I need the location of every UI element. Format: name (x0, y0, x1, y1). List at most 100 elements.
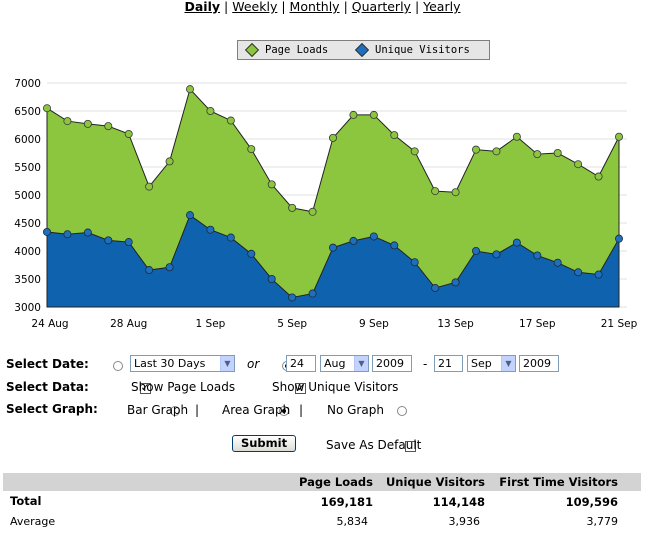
y-tick-label: 6000 (14, 134, 41, 146)
period-nav: Daily | Weekly | Monthly | Quarterly | Y… (0, 0, 645, 14)
no-graph-label: No Graph (327, 403, 384, 417)
from-year-input[interactable]: 2009 (372, 355, 412, 372)
average-first-time-visitors: 3,779 (586, 515, 619, 528)
save-as-default-label: Save As Default (326, 438, 422, 452)
chart-legend: Page Loads Unique Visitors (237, 40, 490, 60)
nav-separator: | (414, 0, 420, 14)
page-loads-point (63, 117, 72, 126)
from-day-input[interactable]: 24 (286, 355, 316, 372)
page-loads-point (553, 149, 562, 158)
chevron-down-icon: ▼ (354, 356, 368, 371)
average-unique-visitors: 3,936 (448, 515, 481, 528)
to-month-value: Sep (471, 357, 492, 370)
unique-visitors-point (308, 289, 317, 298)
y-tick-label: 4500 (14, 218, 41, 230)
submit-button[interactable]: Submit (232, 435, 296, 452)
unique-visitors-point (267, 274, 276, 283)
show-page-loads-checkbox[interactable] (139, 381, 151, 395)
or-label: or (247, 357, 260, 371)
unique-visitors-point (492, 250, 501, 259)
no-graph-radio[interactable] (396, 405, 407, 416)
page-loads-point (165, 157, 174, 166)
unique-visitors-point (145, 266, 154, 275)
unique-visitors-point (43, 227, 52, 236)
stats-table-header (3, 473, 641, 491)
unique-visitors-point (553, 258, 562, 267)
to-day-input[interactable]: 21 (434, 355, 463, 372)
page-loads-point (185, 85, 194, 94)
page-loads-point (288, 203, 297, 212)
nav-weekly[interactable]: Weekly (232, 0, 278, 14)
unique-visitors-point (512, 238, 521, 247)
save-as-default-checkbox[interactable] (404, 441, 416, 452)
legend-page-loads-marker-icon (244, 42, 260, 58)
unique-visitors-point (410, 258, 419, 267)
select-date-label: Select Date: (6, 357, 89, 371)
to-year-input[interactable]: 2009 (519, 355, 559, 372)
unique-visitors-point (471, 246, 480, 255)
to-month-select[interactable]: Sep ▼ (467, 355, 516, 372)
nav-separator: | (224, 0, 229, 14)
nav-quarterly[interactable]: Quarterly (351, 0, 411, 14)
page-loads-point (328, 133, 337, 142)
y-tick-label: 5500 (14, 162, 41, 174)
average-page-loads: 5,834 (336, 515, 369, 528)
select-graph-label: Select Graph: (6, 402, 98, 416)
graph-separator: | (299, 403, 304, 417)
area-chart: 3000 3500 4000 4500 5000 5500 6000 6500 7000 24 A… (14, 78, 638, 330)
page-loads-point (308, 207, 317, 216)
nav-separator: | (281, 0, 286, 14)
unique-visitors-point (369, 232, 378, 241)
show-unique-visitors-checkbox[interactable] (295, 381, 307, 395)
y-tick-label: 3000 (14, 302, 41, 314)
nav-daily[interactable]: Daily (184, 0, 221, 14)
legend-unique-visitors: Unique Visitors (354, 42, 470, 58)
page-loads-point (145, 182, 154, 191)
page-loads-point (124, 129, 133, 138)
page-loads-point (615, 132, 624, 141)
unique-visitors-point (63, 230, 72, 239)
x-tick-label: 24 Aug (31, 318, 68, 330)
x-tick-label: 21 Sep (601, 318, 638, 330)
nav-monthly[interactable]: Monthly (289, 0, 340, 14)
col-header-unique-visitors: Unique Visitors (385, 475, 485, 489)
date-dash: - (423, 357, 428, 371)
from-month-select[interactable]: Aug ▼ (320, 355, 369, 372)
chevron-down-icon: ▼ (220, 356, 234, 371)
legend-page-loads: Page Loads (244, 42, 328, 58)
unique-visitors-point (83, 228, 92, 237)
x-tick-label: 13 Sep (437, 318, 474, 330)
page-loads-point (267, 180, 276, 189)
unique-visitors-point (574, 268, 583, 277)
chevron-down-icon: ▼ (501, 356, 515, 371)
legend-unique-visitors-label: Unique Visitors (375, 44, 470, 56)
average-row-label: Average (10, 515, 56, 528)
unique-visitors-point (226, 233, 235, 242)
x-tick-label: 1 Sep (196, 318, 226, 330)
unique-visitors-point (206, 225, 215, 234)
unique-visitors-point (124, 238, 133, 247)
graph-separator: | (195, 403, 200, 417)
unique-visitors-point (533, 251, 542, 260)
date-range-radio[interactable] (113, 360, 123, 371)
unique-visitors-point (451, 278, 460, 287)
page-loads-point (83, 119, 92, 128)
col-header-page-loads: Page Loads (299, 475, 373, 489)
nav-separator: | (343, 0, 348, 14)
page-loads-point (247, 145, 256, 154)
col-header-first-time-visitors: First Time Visitors (499, 475, 618, 489)
page-loads-point (431, 187, 440, 196)
y-tick-label: 5000 (14, 190, 41, 202)
bar-graph-label: Bar Graph (127, 403, 189, 417)
page-loads-point (471, 145, 480, 154)
unique-visitors-point (288, 293, 297, 302)
bar-graph-radio[interactable] (170, 405, 181, 416)
area-graph-radio[interactable] (279, 405, 290, 416)
page-loads-point (492, 147, 501, 156)
page-loads-point (43, 104, 52, 113)
unique-visitors-point (431, 283, 440, 292)
total-unique-visitors: 114,148 (432, 495, 485, 509)
y-tick-label: 7000 (14, 78, 41, 90)
nav-yearly[interactable]: Yearly (423, 0, 461, 14)
date-range-select[interactable]: Last 30 Days ▼ (130, 355, 235, 372)
